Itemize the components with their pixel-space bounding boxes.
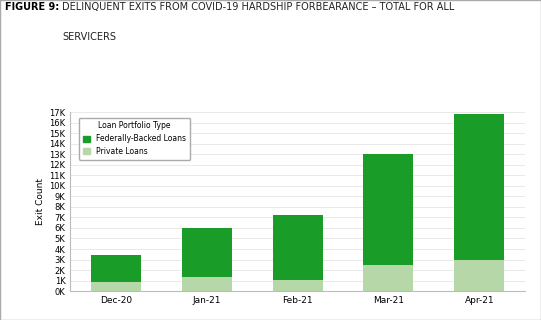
Text: DELINQUENT EXITS FROM COVID-19 HARDSHIP FORBEARANCE – TOTAL FOR ALL: DELINQUENT EXITS FROM COVID-19 HARDSHIP … [62, 2, 454, 12]
Bar [454, 114, 504, 260]
Legend: Federally-Backed Loans, Private Loans: Federally-Backed Loans, Private Loans [78, 118, 190, 160]
Text: SERVICERS: SERVICERS [62, 32, 116, 42]
Bar [273, 280, 322, 291]
Bar [182, 228, 232, 277]
Bar [364, 154, 413, 265]
Bar [91, 255, 141, 282]
Text: FIGURE 9:: FIGURE 9: [5, 2, 60, 12]
Bar [454, 260, 504, 291]
Bar [273, 215, 322, 280]
Y-axis label: Exit Count: Exit Count [36, 178, 45, 225]
Bar [182, 277, 232, 291]
Bar [364, 265, 413, 291]
Bar [91, 282, 141, 291]
